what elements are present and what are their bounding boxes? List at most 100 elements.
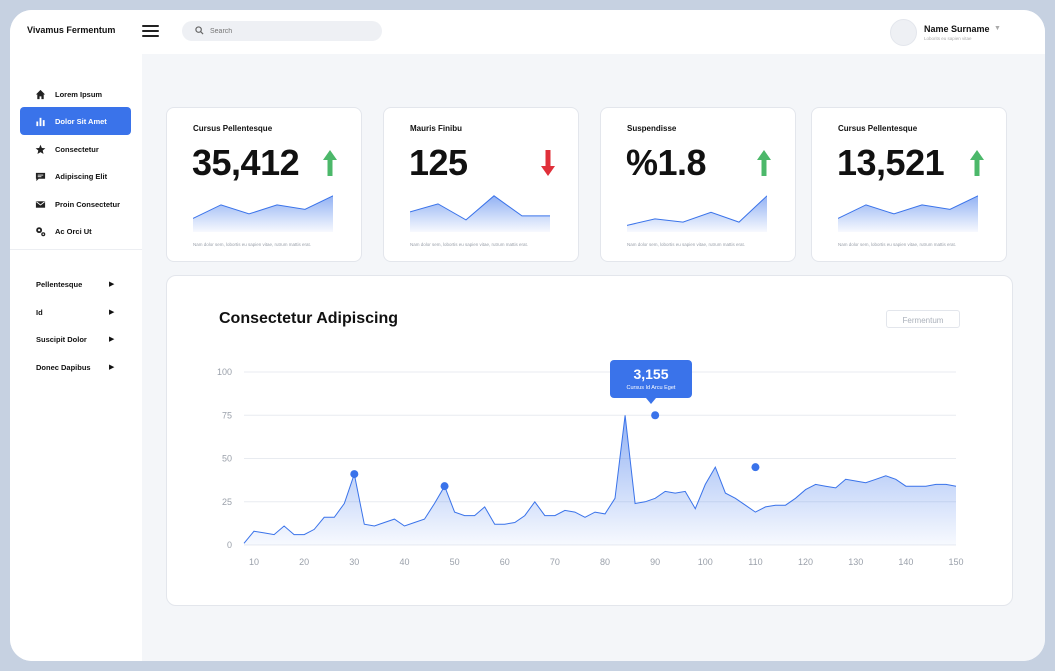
stat-card-description: Nam dolor sem, lobortis eu sapien vitae,… <box>410 242 529 247</box>
tooltip-value: 3,155 <box>633 366 669 382</box>
sparkline <box>627 195 767 232</box>
sidebar-item-lorem-ipsum[interactable]: Lorem Ipsum <box>20 80 131 108</box>
app-window: Vivamus Fermentum Name Surname Loborits … <box>10 10 1045 661</box>
gear-icon <box>36 227 46 237</box>
data-point-marker <box>350 470 359 479</box>
sidebar-item-proin-consectetur[interactable]: Proin Consectetur <box>20 190 131 218</box>
chart-area <box>244 415 956 545</box>
sidebar-item-consectetur[interactable]: Consectetur <box>20 135 131 163</box>
y-tick-label: 75 <box>222 410 232 420</box>
sidebar-item-label: Dolor Sit Amet <box>55 117 107 126</box>
x-tick-label: 40 <box>399 557 409 567</box>
sparkline-area <box>193 195 333 232</box>
search-bar[interactable] <box>182 21 382 41</box>
chevron-right-icon: ▶ <box>109 309 115 316</box>
y-tick-label: 25 <box>222 497 232 507</box>
x-tick-label: 130 <box>848 557 863 567</box>
x-tick-label: 100 <box>698 557 713 567</box>
fermentum-button[interactable]: Fermentum <box>886 310 960 328</box>
stat-card-title: Cursus Pellentesque <box>193 124 273 133</box>
chart-title: Consectetur Adipiscing <box>219 310 398 327</box>
stat-card-description: Nam dolor sem, lobortis eu sapien vitae,… <box>627 242 746 247</box>
stat-card: Suspendisse %1.8 Nam dolor sem, lobortis… <box>600 107 796 262</box>
stat-card-description: Nam dolor sem, lobortis eu sapien vitae,… <box>193 242 312 247</box>
chevron-right-icon: ▶ <box>109 281 115 288</box>
sidebar-item-label: Consectetur <box>55 145 99 154</box>
sidebar-subitem-donec-dapibus[interactable]: Donec Dapibus ▶ <box>36 361 116 375</box>
stat-card-value: 35,412 <box>192 142 300 183</box>
x-tick-label: 30 <box>349 557 359 567</box>
stat-card: Mauris Finibu 125 Nam dolor sem, loborti… <box>383 107 579 262</box>
chart-tooltip: 3,155 Cursus Id Arcu Eget <box>610 360 692 404</box>
mail-icon <box>35 201 46 208</box>
x-tick-label: 150 <box>948 557 963 567</box>
star-icon <box>35 144 46 154</box>
menu-icon[interactable] <box>142 24 159 38</box>
sidebar-divider <box>10 249 142 250</box>
home-icon <box>35 89 46 100</box>
chevron-down-icon[interactable]: ▼ <box>994 25 1001 32</box>
x-tick-label: 110 <box>748 557 762 567</box>
x-tick-label: 20 <box>299 557 309 567</box>
tooltip-label: Cursus Id Arcu Eget <box>626 385 676 391</box>
stat-card-value: %1.8 <box>626 142 707 183</box>
bar-chart-icon <box>36 117 45 127</box>
stat-card-title: Cursus Pellentesque <box>838 124 918 133</box>
sidebar-item-ac-orci-ut[interactable]: Ac Orci Ut <box>20 217 131 245</box>
x-tick-label: 50 <box>450 557 460 567</box>
user-subtitle: Loborits eu sapien vitae <box>924 36 972 41</box>
data-point-marker <box>440 482 449 491</box>
x-tick-label: 60 <box>500 557 510 567</box>
x-tick-label: 140 <box>898 557 913 567</box>
sidebar-item-label: Adipiscing Elit <box>55 172 108 181</box>
sidebar-subitem-label: Suscipit Dolor <box>36 335 87 344</box>
area-chart: 0 25 50 75 100 10 20 30 40 50 60 70 80 90 100 110 120 130… <box>217 367 964 567</box>
x-tick-label: 120 <box>798 557 813 567</box>
arrow-down-icon <box>541 150 555 176</box>
sidebar-subitem-suscipit-dolor[interactable]: Suscipit Dolor ▶ <box>36 333 116 347</box>
top-bar: Vivamus Fermentum Name Surname Loborits … <box>10 10 1045 54</box>
app-title: Vivamus Fermentum <box>27 25 116 35</box>
y-tick-label: 100 <box>217 367 232 377</box>
search-icon <box>195 26 204 35</box>
sparkline-line <box>627 195 767 226</box>
sidebar-item-adipiscing-elit[interactable]: Adipiscing Elit <box>20 162 131 190</box>
sidebar-subitem-label: Donec Dapibus <box>36 363 91 372</box>
y-tick-label: 0 <box>227 540 232 550</box>
sidebar-item-dolor-sit-amet[interactable]: Dolor Sit Amet <box>20 107 131 135</box>
arrow-up-icon <box>970 150 984 176</box>
data-point-marker <box>751 463 760 472</box>
chart-line <box>243 415 957 544</box>
sidebar-subitem-id[interactable]: Id ▶ <box>36 306 116 320</box>
arrow-up-icon <box>323 150 337 176</box>
sparkline-line <box>193 195 333 219</box>
x-tick-label: 10 <box>249 557 259 567</box>
x-tick-label: 70 <box>550 557 560 567</box>
main-chart-card: Consectetur Adipiscing Fermentum 0 25 50 75… <box>166 275 1013 606</box>
tooltip-pointer <box>646 398 656 404</box>
chat-icon <box>35 172 46 182</box>
sidebar-item-label: Proin Consectetur <box>55 200 121 209</box>
sidebar-subitem-pellentesque[interactable]: Pellentesque ▶ <box>36 278 116 292</box>
sparkline <box>410 195 550 232</box>
sidebar: Lorem Ipsum Dolor Sit Amet Consectetur A… <box>10 54 142 661</box>
sparkline-area <box>627 195 767 232</box>
data-point-marker <box>651 411 660 420</box>
avatar[interactable] <box>890 19 917 46</box>
x-tick-label: 80 <box>600 557 610 567</box>
sidebar-item-label: Ac Orci Ut <box>55 227 92 236</box>
stat-card-value: 125 <box>409 142 468 183</box>
sparkline-area <box>838 195 978 232</box>
y-tick-label: 50 <box>222 454 232 464</box>
main-content: Cursus Pellentesque 35,412 Nam dolor sem… <box>142 54 1045 661</box>
x-tick-label: 90 <box>650 557 660 567</box>
arrow-up-icon <box>757 150 771 176</box>
stat-card-description: Nam dolor sem, lobortis eu sapien vitae,… <box>838 242 957 247</box>
sparkline <box>193 195 333 232</box>
stat-card-value: 13,521 <box>837 142 945 183</box>
search-input[interactable] <box>210 24 370 38</box>
user-name: Name Surname <box>924 24 990 34</box>
sparkline-area <box>410 195 550 232</box>
sparkline-line <box>838 195 978 219</box>
stat-card-title: Suspendisse <box>627 124 677 133</box>
